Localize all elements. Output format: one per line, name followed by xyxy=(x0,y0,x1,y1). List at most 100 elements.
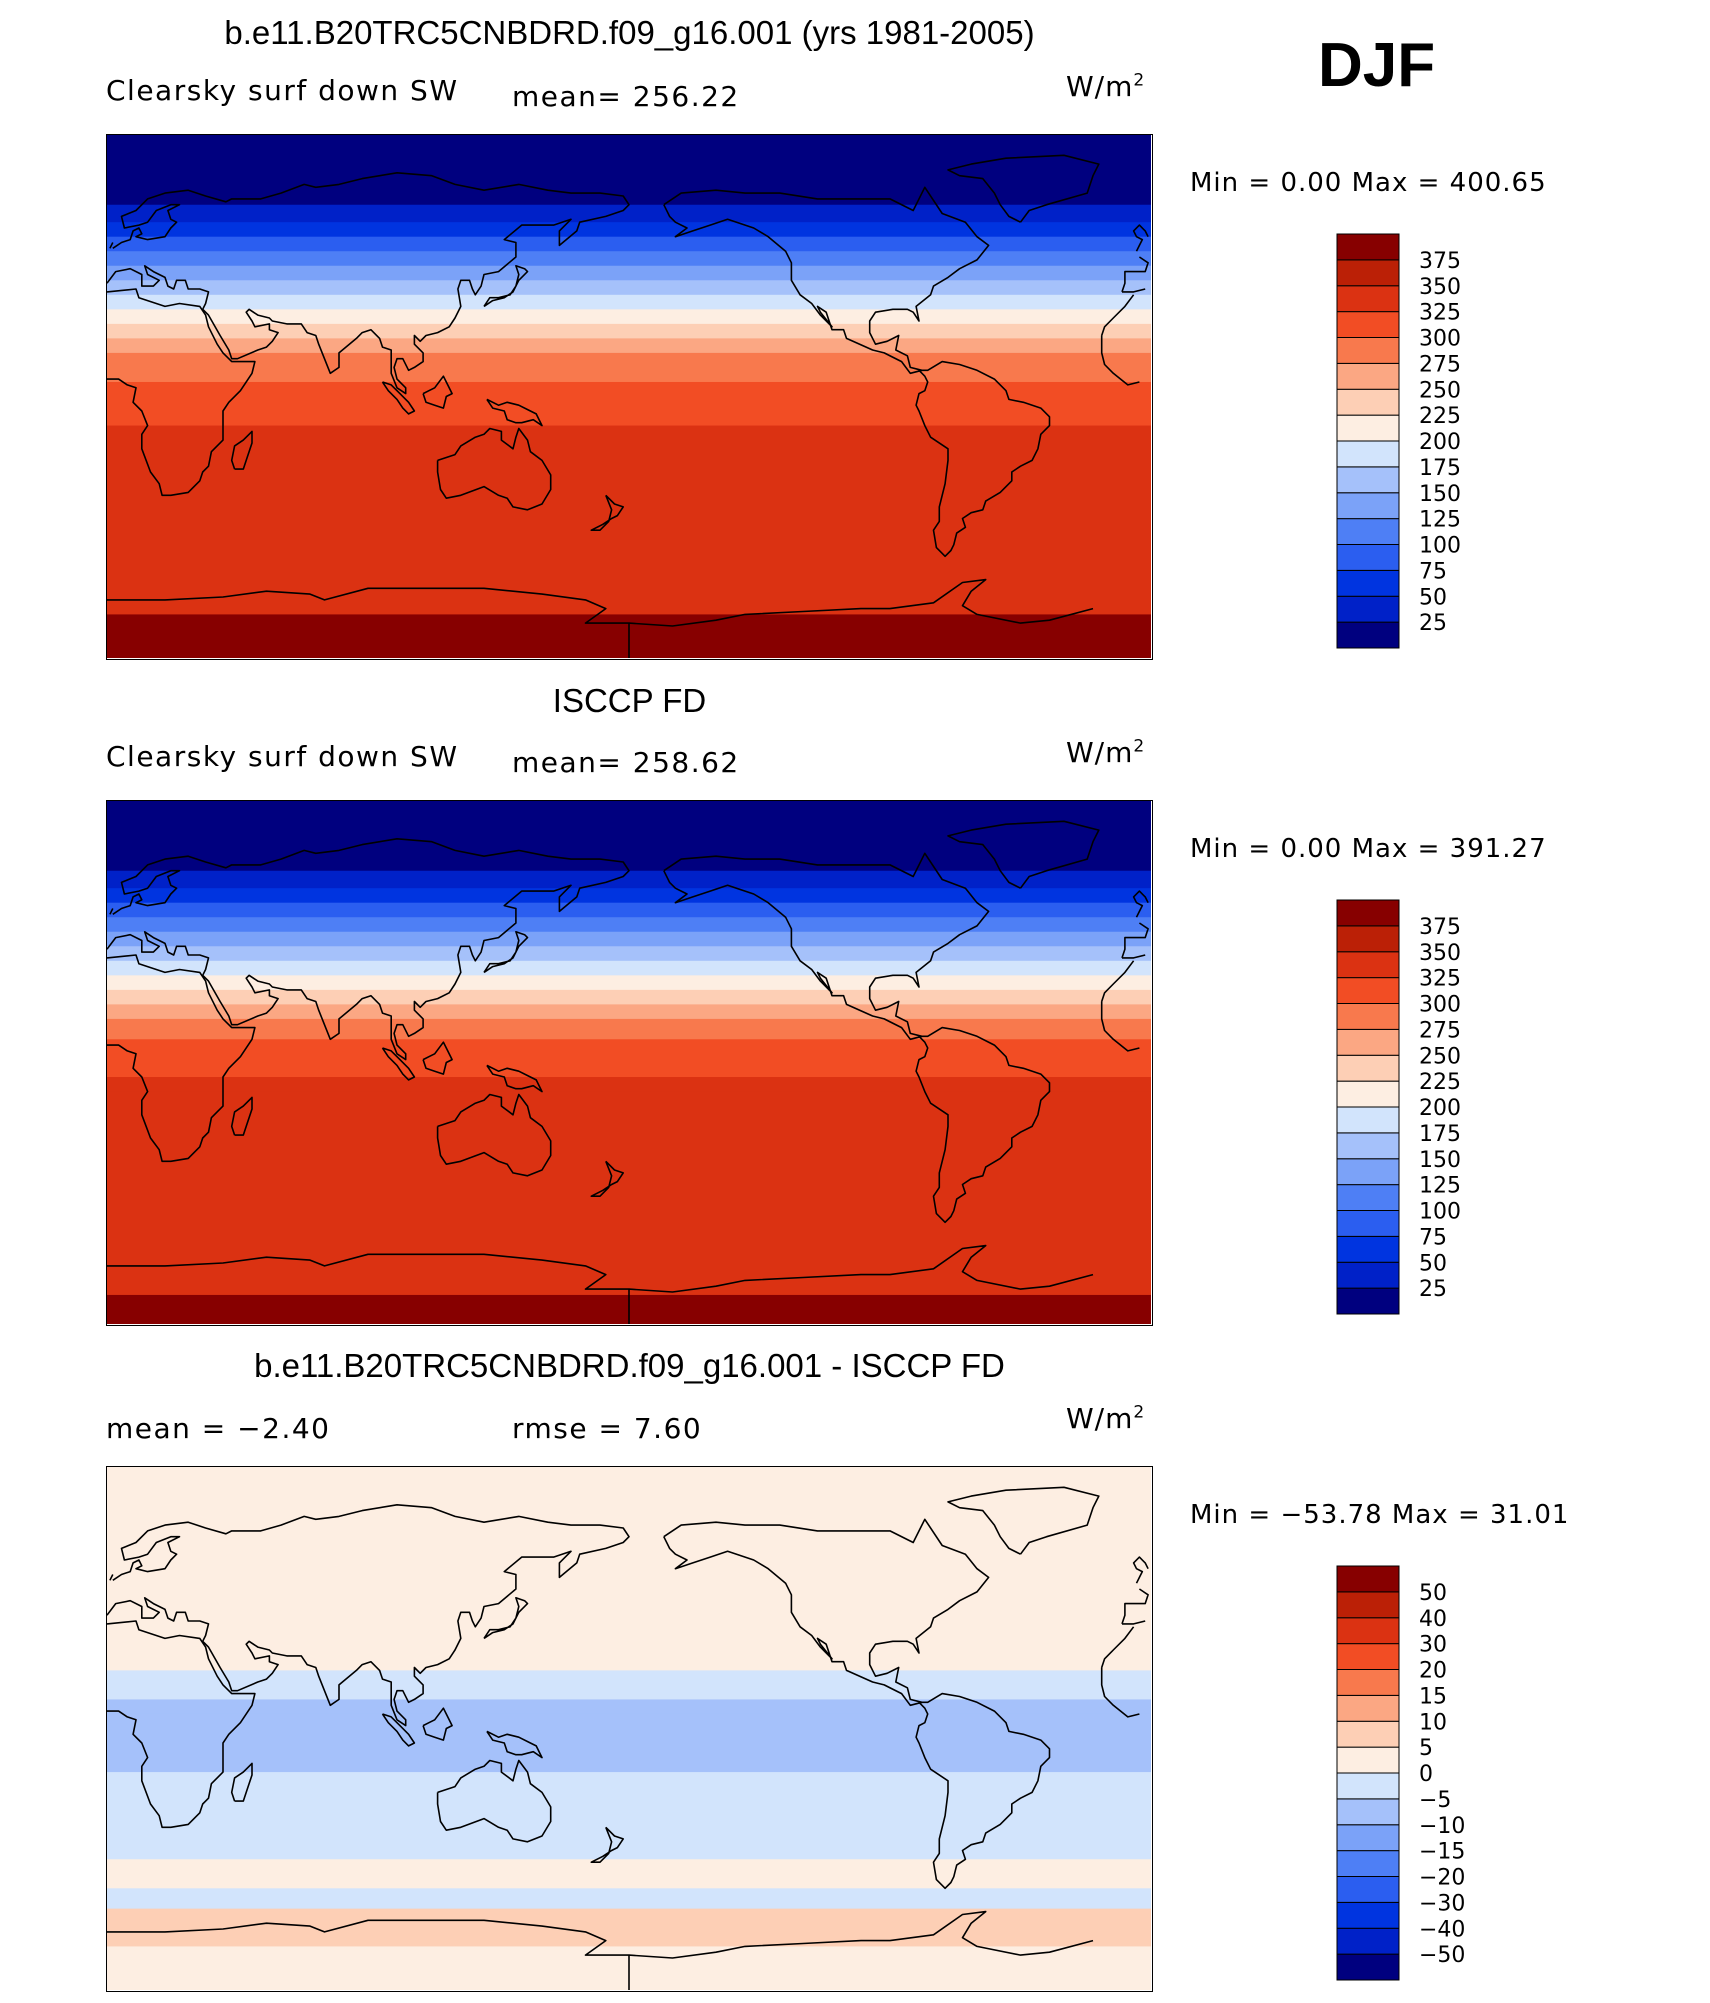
coastline-eurasia xyxy=(107,172,1149,395)
coastline-new-zealand xyxy=(590,1160,624,1197)
panel-3-mean-label: mean = −2.40 xyxy=(106,1412,331,1445)
colorbar-box-3 xyxy=(1336,544,1400,571)
panel-3-map-svg xyxy=(107,1467,1151,1990)
coastline-new-guinea xyxy=(486,1064,543,1093)
colorbar-label-7: 200 xyxy=(1419,1096,1461,1121)
panel-2-map xyxy=(106,800,1153,1326)
coastline-eurasia xyxy=(107,838,1149,1061)
coastline-new-zealand xyxy=(590,1826,624,1863)
field-band-8 xyxy=(107,975,1151,991)
panel-2-units: W/m2 xyxy=(1066,736,1146,769)
coastline-japan xyxy=(483,265,529,308)
colorbar-box-12 xyxy=(1336,311,1400,338)
panel-2-variable-label: Clearsky surf down SW xyxy=(106,740,459,773)
field-band-5 xyxy=(107,1772,1151,1817)
colorbar-box-2 xyxy=(1336,1235,1400,1263)
colorbar-label-5: 150 xyxy=(1419,1148,1461,1173)
colorbar-label-14: 375 xyxy=(1419,249,1461,274)
colorbar-label-2: −30 xyxy=(1419,1891,1465,1916)
colorbar-box-7 xyxy=(1336,440,1400,468)
colorbar-label-1: −40 xyxy=(1419,1917,1465,1942)
colorbar-box-10 xyxy=(1336,1694,1400,1722)
field-band-7 xyxy=(107,294,1151,311)
colorbar-label-10: 15 xyxy=(1419,1684,1447,1709)
colorbar-label-7: 200 xyxy=(1419,430,1461,455)
colorbar-box-4 xyxy=(1336,1850,1400,1877)
coastline-africa xyxy=(107,288,1140,497)
field-band-7 xyxy=(107,1859,1151,1890)
field-band-2 xyxy=(107,222,1151,238)
field-bands xyxy=(107,801,1151,1324)
colorbar-label-1: 50 xyxy=(1419,1251,1447,1276)
field-band-0 xyxy=(107,135,1151,206)
field-band-5 xyxy=(107,265,1151,282)
field-band-1 xyxy=(107,1510,1151,1672)
colorbar-label-5: −10 xyxy=(1419,1814,1465,1839)
colorbar-box-15 xyxy=(1336,1565,1400,1593)
panel-1-mean-label: mean= 256.22 xyxy=(512,80,740,113)
panel-2-title: ISCCP FD xyxy=(552,682,707,719)
field-band-1 xyxy=(107,870,1151,889)
coastline-antarctica xyxy=(107,578,1094,658)
colorbar-box-7 xyxy=(1336,1106,1400,1134)
colorbar-label-4: 125 xyxy=(1419,1174,1461,1199)
field-band-4 xyxy=(107,917,1151,933)
coastline-greenland xyxy=(947,820,1100,889)
colorbar-label-11: 300 xyxy=(1419,327,1461,352)
panel-1-minmax: Min = 0.00 Max = 400.65 xyxy=(1190,168,1547,198)
colorbar-label-8: 225 xyxy=(1419,404,1461,429)
colorbar-box-14 xyxy=(1336,1591,1400,1619)
coastline-sumatra xyxy=(381,1047,416,1081)
field-band-15 xyxy=(107,1207,1151,1253)
field-band-11 xyxy=(107,1018,1151,1041)
colorbar-box-3 xyxy=(1336,1876,1400,1903)
panel-1-variable-label: Clearsky surf down SW xyxy=(106,74,459,107)
colorbar-box-15 xyxy=(1336,899,1400,927)
coastline-north-america xyxy=(663,852,990,1041)
field-band-2 xyxy=(107,888,1151,904)
colorbar-label-2: 75 xyxy=(1419,1225,1447,1250)
colorbar-label-8: 5 xyxy=(1419,1736,1433,1761)
colorbar-label-12: 325 xyxy=(1419,967,1461,992)
coastline-north-america xyxy=(663,1518,990,1707)
colorbar-box-5 xyxy=(1336,492,1400,520)
field-band-3 xyxy=(107,236,1151,253)
colorbar-box-11 xyxy=(1336,1669,1400,1696)
field-band-11 xyxy=(107,352,1151,383)
panel-2-mean-label: mean= 258.62 xyxy=(512,746,740,779)
colorbar-label-9: 250 xyxy=(1419,378,1461,403)
field-band-2 xyxy=(107,1670,1151,1701)
colorbar-box-0 xyxy=(1336,1953,1400,1981)
colorbar-box-6 xyxy=(1336,466,1400,494)
colorbar-label-12: 30 xyxy=(1419,1633,1447,1658)
colorbar-label-14: 375 xyxy=(1419,915,1461,940)
colorbar-label-3: 100 xyxy=(1419,1200,1461,1225)
panel-3-minmax: Min = −53.78 Max = 31.01 xyxy=(1190,1500,1570,1530)
field-band-3 xyxy=(107,902,1151,919)
coastline-borneo xyxy=(422,375,453,409)
field-band-7 xyxy=(107,960,1151,977)
coastlines xyxy=(107,820,1149,1324)
coastline-south-america xyxy=(915,1026,1051,1224)
field-band-1 xyxy=(107,204,1151,223)
coastline-greenland xyxy=(947,1486,1100,1555)
coastline-sumatra xyxy=(381,1713,416,1747)
field-band-6 xyxy=(107,280,1151,296)
coastline-antarctica xyxy=(107,1910,1094,1990)
colorbar-box-3 xyxy=(1336,1210,1400,1237)
colorbar-label-11: 20 xyxy=(1419,1659,1447,1684)
coastline-south-america xyxy=(915,1692,1051,1890)
field-band-4 xyxy=(107,1713,1151,1773)
colorbar-box-8 xyxy=(1336,1080,1400,1108)
colorbar-label-3: −20 xyxy=(1419,1866,1465,1891)
colorbar-box-9 xyxy=(1336,388,1400,416)
coastline-madagascar xyxy=(230,430,253,470)
colorbar-box-0 xyxy=(1336,1287,1400,1315)
panel-3-map xyxy=(106,1466,1153,1992)
colorbar-label-0: 25 xyxy=(1419,1277,1447,1302)
field-band-9 xyxy=(107,989,1151,1006)
colorbar-label-3: 100 xyxy=(1419,534,1461,559)
field-band-16 xyxy=(107,585,1151,616)
colorbar-box-8 xyxy=(1336,414,1400,442)
